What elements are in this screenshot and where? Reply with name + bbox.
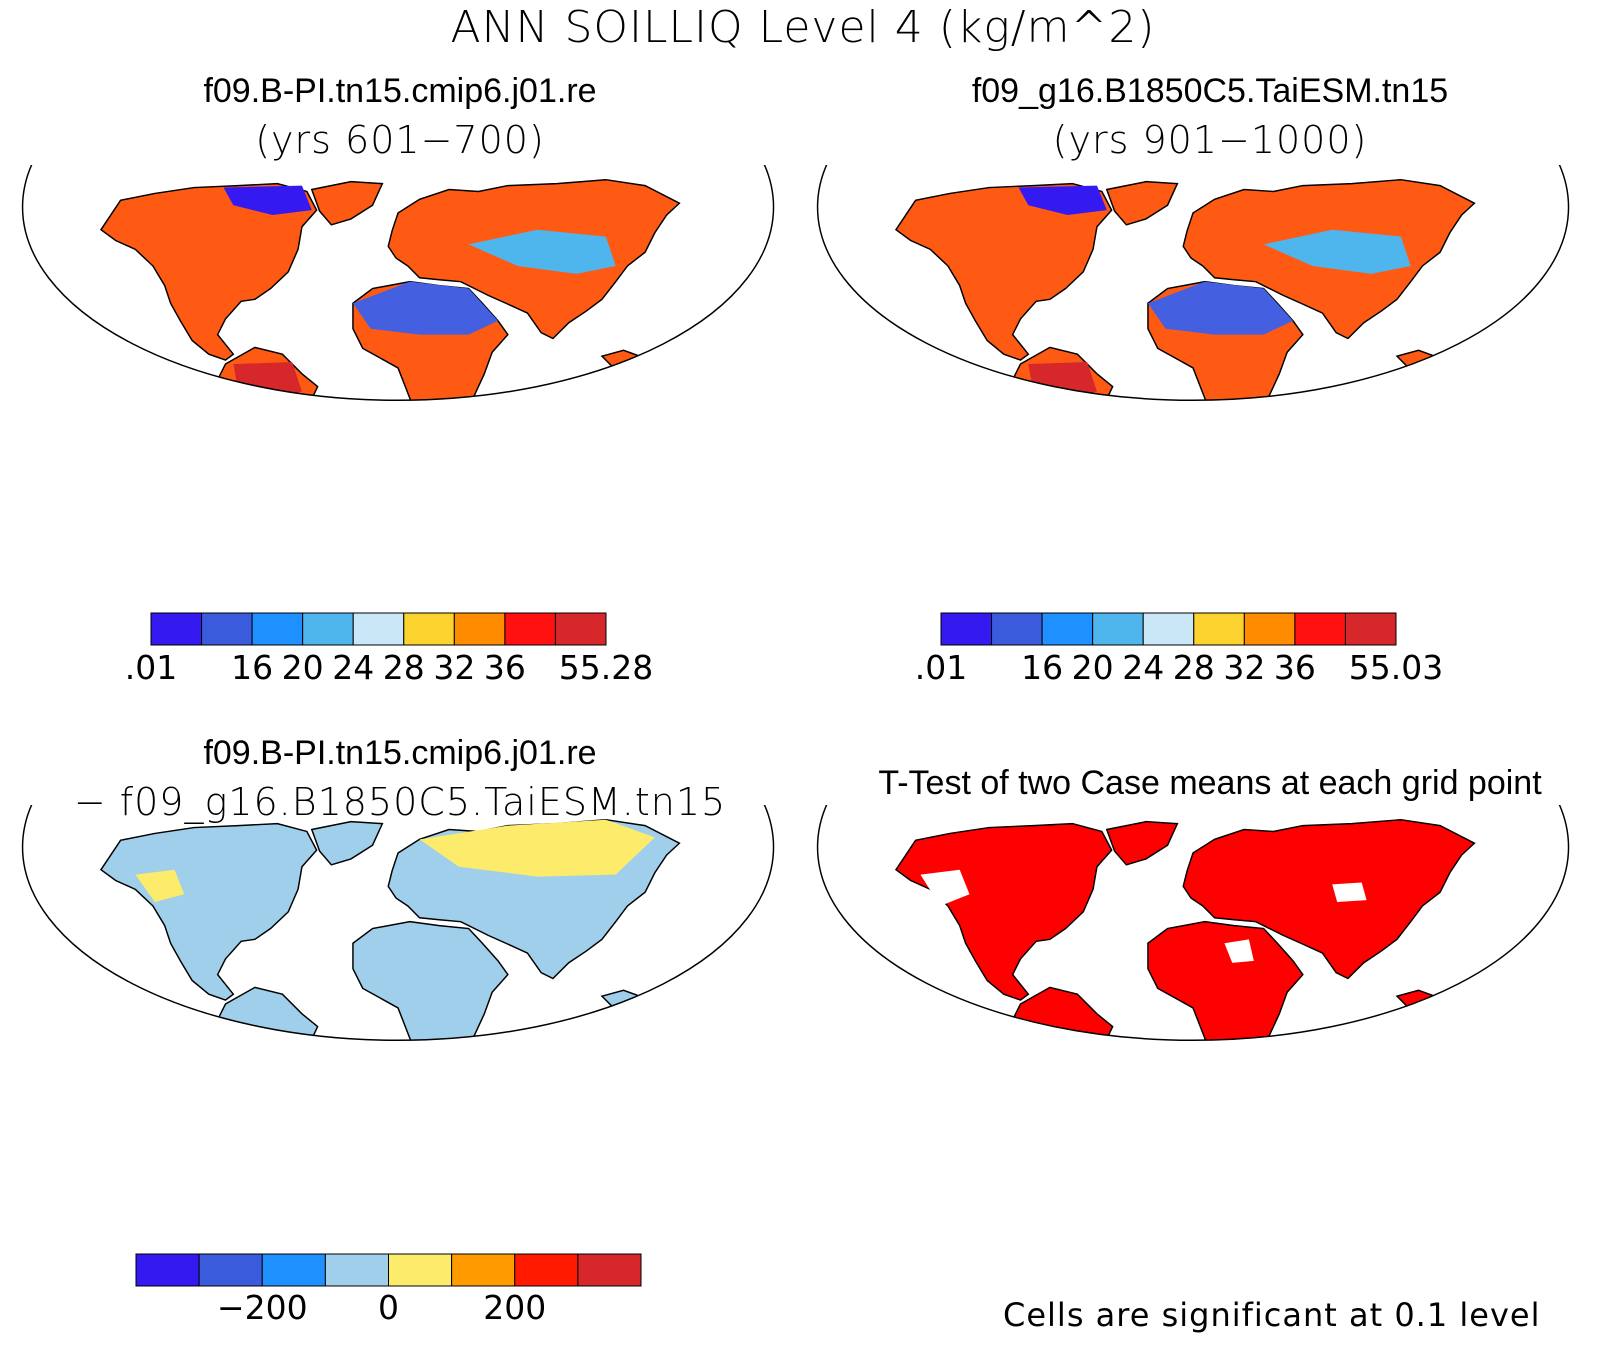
colorbar-swatch (403, 612, 455, 646)
colorbar-swatch (577, 1253, 642, 1287)
significance-note: Cells are significant at 0.1 level (1003, 1296, 1541, 1334)
colorbar-tick-label: 20 (1071, 648, 1114, 687)
colorbar-swatch (201, 612, 253, 646)
colorbar-tick-label: 32 (1223, 648, 1266, 687)
panel-subtitle-case1: (yrs 601−700) (255, 118, 545, 162)
panel-subtitle-case2: (yrs 901−1000) (1052, 118, 1368, 162)
colorbar-swatch (352, 612, 405, 646)
colorbar-swatch (991, 612, 1043, 646)
panel-subtitle-diff: − f09_g16.B1850C5.TaiESM.tn15 (73, 780, 727, 824)
colorbar-swatch (150, 612, 203, 646)
colorbar-tick-label: 32 (433, 648, 476, 687)
colorbar-swatch (453, 612, 506, 646)
panel-title-case1: f09.B-PI.tn15.cmip6.j01.re (203, 72, 597, 110)
colorbar-swatch (451, 1253, 516, 1287)
colorbar-swatch (135, 1253, 200, 1287)
colorbar-swatch (1092, 612, 1144, 646)
colorbar-tick-label: 16 (1021, 648, 1064, 687)
colorbar-swatch (324, 1253, 390, 1287)
colorbar-swatch (554, 612, 607, 646)
panel-title-diff: f09.B-PI.tn15.cmip6.j01.re (203, 734, 597, 772)
panel-title-ttest: T-Test of two Case means at each grid po… (878, 764, 1542, 802)
colorbar-swatch (251, 612, 304, 646)
colorbar-tick-label: 36 (483, 648, 526, 687)
colorbar-case1 (150, 612, 607, 646)
colorbar-tick-label: 55.03 (1348, 648, 1444, 687)
colorbar-swatch (1142, 612, 1195, 646)
map-case2 (816, 165, 1570, 401)
map-case1 (21, 165, 775, 401)
colorbar-tick-label: 16 (231, 648, 274, 687)
colorbar-tick-label: .01 (124, 648, 178, 687)
colorbar-case2 (940, 612, 1397, 646)
colorbar-tick-label: 24 (332, 648, 375, 687)
colorbar-tick-label: 200 (483, 1288, 547, 1327)
colorbar-tick-label: 20 (281, 648, 324, 687)
colorbar-tick-label: 36 (1273, 648, 1316, 687)
colorbar-tick-label: .01 (914, 648, 968, 687)
colorbar-tick-label: 28 (382, 648, 425, 687)
colorbar-tick-label: 24 (1122, 648, 1165, 687)
panel-title-case2: f09_g16.B1850C5.TaiESM.tn15 (971, 72, 1449, 110)
colorbar-swatch (1344, 612, 1397, 646)
colorbar-tick-label: −200 (216, 1288, 308, 1327)
colorbar-tick-label: 28 (1172, 648, 1215, 687)
map-diff (21, 805, 775, 1041)
map-ttest (816, 805, 1570, 1041)
colorbar-swatch (940, 612, 993, 646)
figure-title: ANN SOILLIQ Level 4 (kg/m^2) (450, 2, 1156, 53)
colorbar-tick-label: 55.28 (558, 648, 654, 687)
colorbar-swatch (302, 612, 354, 646)
colorbar-swatch (1294, 612, 1346, 646)
colorbar-swatch (1041, 612, 1094, 646)
colorbar-swatch (514, 1253, 579, 1287)
colorbar-swatch (198, 1253, 263, 1287)
colorbar-swatch (504, 612, 556, 646)
colorbar-tick-label: 0 (378, 1288, 399, 1327)
colorbar-diff (135, 1253, 642, 1287)
colorbar-swatch (1193, 612, 1245, 646)
colorbar-swatch (1243, 612, 1296, 646)
colorbar-swatch (388, 1253, 453, 1287)
colorbar-swatch (261, 1253, 326, 1287)
